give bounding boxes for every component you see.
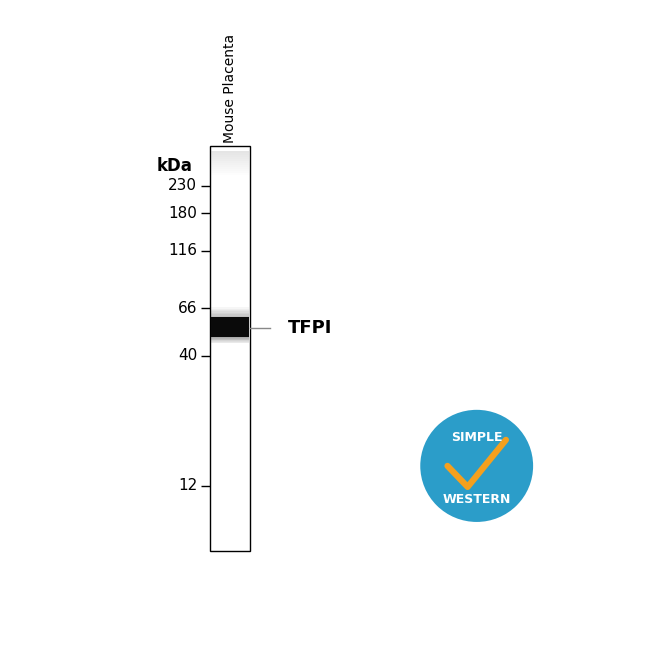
Text: 180: 180 <box>168 205 197 220</box>
FancyBboxPatch shape <box>211 159 249 161</box>
FancyBboxPatch shape <box>211 164 249 166</box>
Text: 66: 66 <box>177 301 197 316</box>
FancyBboxPatch shape <box>211 153 249 155</box>
Text: 40: 40 <box>178 348 197 363</box>
Text: TFPI: TFPI <box>288 319 332 337</box>
FancyBboxPatch shape <box>211 151 249 153</box>
FancyBboxPatch shape <box>211 340 249 341</box>
Text: Mouse Placenta: Mouse Placenta <box>223 34 237 143</box>
FancyBboxPatch shape <box>211 162 249 164</box>
FancyBboxPatch shape <box>211 313 249 315</box>
FancyBboxPatch shape <box>211 155 249 157</box>
FancyBboxPatch shape <box>211 316 249 317</box>
Text: WESTERN: WESTERN <box>443 493 511 506</box>
Polygon shape <box>210 146 250 551</box>
FancyBboxPatch shape <box>211 342 249 343</box>
FancyBboxPatch shape <box>211 337 249 338</box>
Text: SIMPLE: SIMPLE <box>451 432 502 445</box>
FancyBboxPatch shape <box>211 311 249 313</box>
FancyBboxPatch shape <box>211 157 249 159</box>
Text: 116: 116 <box>168 243 197 258</box>
FancyBboxPatch shape <box>211 317 249 337</box>
Text: © 2014: © 2014 <box>515 502 534 517</box>
FancyBboxPatch shape <box>211 309 249 310</box>
Text: kDa: kDa <box>157 157 192 175</box>
FancyBboxPatch shape <box>211 341 249 342</box>
FancyBboxPatch shape <box>211 339 249 340</box>
Text: 12: 12 <box>178 478 197 493</box>
FancyBboxPatch shape <box>211 166 249 168</box>
FancyBboxPatch shape <box>211 168 249 170</box>
FancyBboxPatch shape <box>211 315 249 316</box>
FancyBboxPatch shape <box>211 338 249 339</box>
Text: 230: 230 <box>168 178 197 193</box>
FancyBboxPatch shape <box>211 161 249 162</box>
FancyBboxPatch shape <box>211 310 249 311</box>
Circle shape <box>421 410 533 522</box>
